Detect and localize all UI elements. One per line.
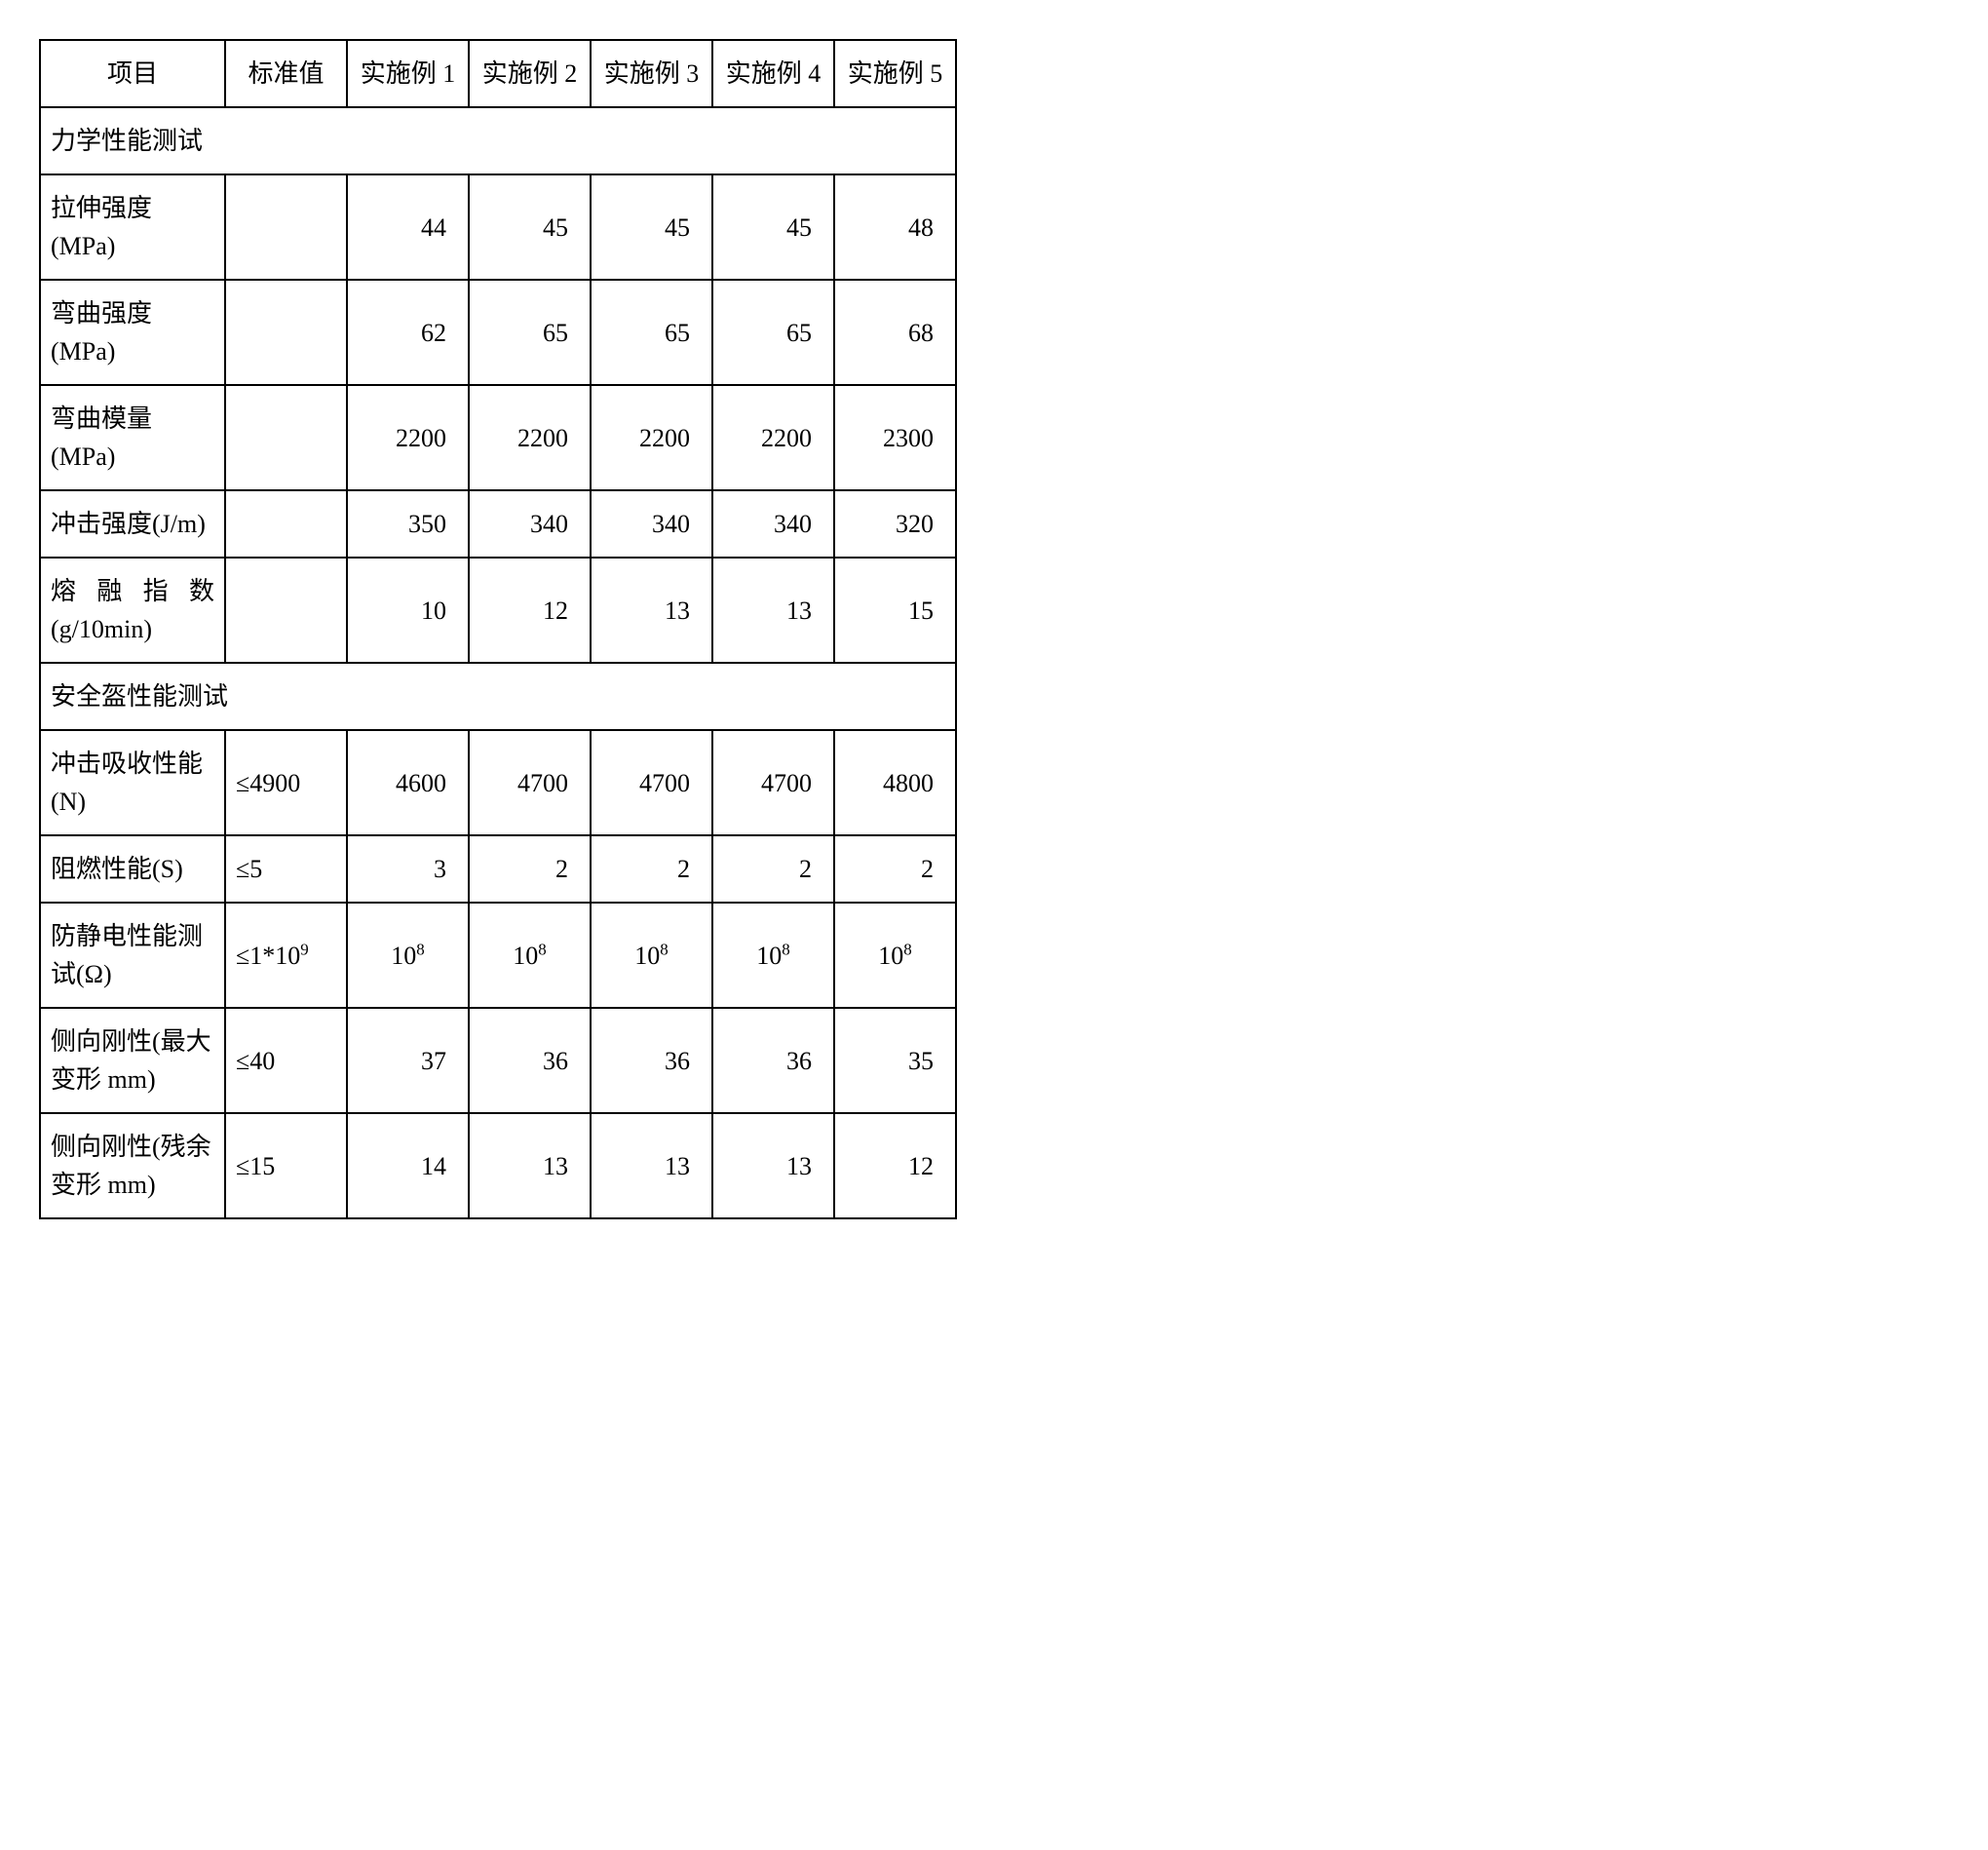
row-tensile-v4: 45	[712, 174, 834, 280]
row-melt-v5: 15	[834, 558, 956, 663]
row-absorb-v1: 4600	[347, 730, 469, 835]
row-antistatic-v3: 108	[591, 903, 712, 1008]
col-standard: 标准值	[225, 40, 347, 107]
row-impact-v1: 350	[347, 490, 469, 558]
row-flame-v1: 3	[347, 835, 469, 903]
row-antistatic-label: 防静电性能测试(Ω)	[40, 903, 225, 1008]
section-mechanical: 力学性能测试	[40, 107, 956, 174]
col-item: 项目	[40, 40, 225, 107]
row-modulus-std	[225, 385, 347, 490]
row-modulus-v3: 2200	[591, 385, 712, 490]
row-lat-res-v5: 12	[834, 1113, 956, 1218]
row-absorb-v3: 4700	[591, 730, 712, 835]
row-absorb-v4: 4700	[712, 730, 834, 835]
row-modulus-v4: 2200	[712, 385, 834, 490]
row-flexural-v3: 65	[591, 280, 712, 385]
row-modulus-label: 弯曲模量(MPa)	[40, 385, 225, 490]
row-lat-max-v3: 36	[591, 1008, 712, 1113]
row-melt-v3: 13	[591, 558, 712, 663]
row-lat-max-std: ≤40	[225, 1008, 347, 1113]
row-modulus-v1: 2200	[347, 385, 469, 490]
section-mechanical-label: 力学性能测试	[40, 107, 956, 174]
row-absorb-std: ≤4900	[225, 730, 347, 835]
row-antistatic-v5: 108	[834, 903, 956, 1008]
col-ex3: 实施例 3	[591, 40, 712, 107]
row-antistatic: 防静电性能测试(Ω) ≤1*109 108 108 108 108 108	[40, 903, 956, 1008]
row-tensile-v3: 45	[591, 174, 712, 280]
col-ex2: 实施例 2	[469, 40, 591, 107]
row-flexural-v5: 68	[834, 280, 956, 385]
row-absorb-label: 冲击吸收性能(N)	[40, 730, 225, 835]
row-flexural-std	[225, 280, 347, 385]
row-melt-label-line1: 熔 融 指 数	[51, 572, 214, 610]
row-flexural-label: 弯曲强度(MPa)	[40, 280, 225, 385]
row-lat-res-std: ≤15	[225, 1113, 347, 1218]
row-lat-res-v3: 13	[591, 1113, 712, 1218]
row-lat-res-label: 侧向刚性(残余变形 mm)	[40, 1113, 225, 1218]
col-ex4: 实施例 4	[712, 40, 834, 107]
row-absorb-v5: 4800	[834, 730, 956, 835]
row-lat-res-v4: 13	[712, 1113, 834, 1218]
row-flexural-v2: 65	[469, 280, 591, 385]
row-tensile-std	[225, 174, 347, 280]
row-flame-v2: 2	[469, 835, 591, 903]
row-tensile: 拉伸强度(MPa) 44 45 45 45 48	[40, 174, 956, 280]
row-melt-v2: 12	[469, 558, 591, 663]
row-lat-max-label: 侧向刚性(最大变形 mm)	[40, 1008, 225, 1113]
row-modulus-v5: 2300	[834, 385, 956, 490]
section-helmet-label: 安全盔性能测试	[40, 663, 956, 730]
col-ex5: 实施例 5	[834, 40, 956, 107]
row-melt-std	[225, 558, 347, 663]
row-flexural-v1: 62	[347, 280, 469, 385]
row-tensile-v2: 45	[469, 174, 591, 280]
row-flame-v5: 2	[834, 835, 956, 903]
row-lat-max-v5: 35	[834, 1008, 956, 1113]
row-melt-label: 熔 融 指 数 (g/10min)	[40, 558, 225, 663]
row-flame-label: 阻燃性能(S)	[40, 835, 225, 903]
row-lat-max-v4: 36	[712, 1008, 834, 1113]
row-lat-res: 侧向刚性(残余变形 mm) ≤15 14 13 13 13 12	[40, 1113, 956, 1218]
col-ex1: 实施例 1	[347, 40, 469, 107]
row-lat-max-v2: 36	[469, 1008, 591, 1113]
row-antistatic-v2: 108	[469, 903, 591, 1008]
row-flame-v3: 2	[591, 835, 712, 903]
data-table: 项目 标准值 实施例 1 实施例 2 实施例 3 实施例 4 实施例 5 力学性…	[39, 39, 957, 1219]
row-modulus: 弯曲模量(MPa) 2200 2200 2200 2200 2300	[40, 385, 956, 490]
row-tensile-v5: 48	[834, 174, 956, 280]
row-lat-res-v1: 14	[347, 1113, 469, 1218]
header-row: 项目 标准值 实施例 1 实施例 2 实施例 3 实施例 4 实施例 5	[40, 40, 956, 107]
row-flexural-v4: 65	[712, 280, 834, 385]
row-tensile-label: 拉伸强度(MPa)	[40, 174, 225, 280]
row-melt-label-line2: (g/10min)	[51, 610, 214, 648]
row-impact: 冲击强度(J/m) 350 340 340 340 320	[40, 490, 956, 558]
row-lat-max: 侧向刚性(最大变形 mm) ≤40 37 36 36 36 35	[40, 1008, 956, 1113]
row-impact-v4: 340	[712, 490, 834, 558]
row-absorb: 冲击吸收性能(N) ≤4900 4600 4700 4700 4700 4800	[40, 730, 956, 835]
row-melt: 熔 融 指 数 (g/10min) 10 12 13 13 15	[40, 558, 956, 663]
row-tensile-v1: 44	[347, 174, 469, 280]
row-impact-v5: 320	[834, 490, 956, 558]
row-lat-max-v1: 37	[347, 1008, 469, 1113]
row-antistatic-std: ≤1*109	[225, 903, 347, 1008]
row-antistatic-v4: 108	[712, 903, 834, 1008]
row-flame-std: ≤5	[225, 835, 347, 903]
row-impact-v3: 340	[591, 490, 712, 558]
row-lat-res-v2: 13	[469, 1113, 591, 1218]
row-melt-v4: 13	[712, 558, 834, 663]
row-melt-v1: 10	[347, 558, 469, 663]
row-absorb-v2: 4700	[469, 730, 591, 835]
row-antistatic-v1: 108	[347, 903, 469, 1008]
row-impact-std	[225, 490, 347, 558]
row-impact-label: 冲击强度(J/m)	[40, 490, 225, 558]
row-impact-v2: 340	[469, 490, 591, 558]
row-flame: 阻燃性能(S) ≤5 3 2 2 2 2	[40, 835, 956, 903]
row-flexural: 弯曲强度(MPa) 62 65 65 65 68	[40, 280, 956, 385]
section-helmet: 安全盔性能测试	[40, 663, 956, 730]
row-flame-v4: 2	[712, 835, 834, 903]
row-modulus-v2: 2200	[469, 385, 591, 490]
